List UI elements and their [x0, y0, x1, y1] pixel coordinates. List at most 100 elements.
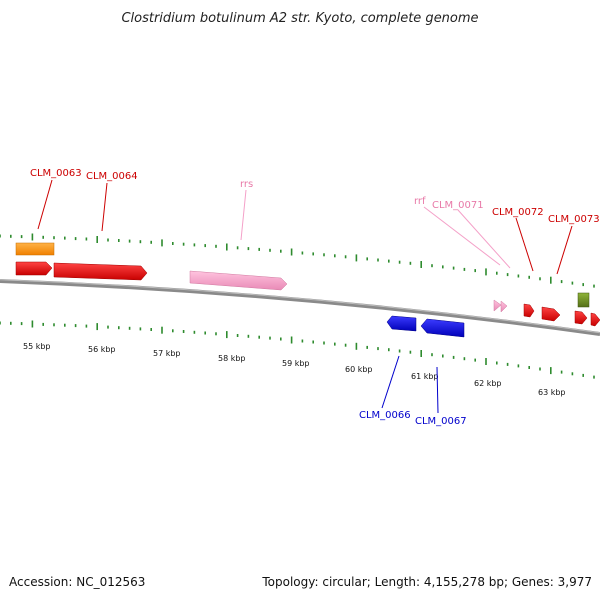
leader-rrs [240, 189, 247, 241]
bottom-dot-41 [442, 354, 444, 358]
bottom-dot-24 [258, 335, 260, 339]
bottom-dot-46 [496, 361, 498, 365]
label-rrf: rrf [414, 196, 426, 207]
top-dot-34 [366, 257, 368, 261]
bottom-dot-26 [280, 337, 282, 341]
bottom-dot-43 [463, 357, 466, 361]
gene-clm-0067[interactable] [420, 318, 465, 338]
top-dot-15 [161, 239, 163, 247]
gene-red-edge-2[interactable] [590, 312, 600, 327]
bottom-dot-34 [366, 345, 368, 349]
bottom-dot-4 [42, 322, 44, 326]
top-dot-39 [420, 261, 422, 268]
label-clm-0067: CLM_0067 [415, 416, 467, 427]
bottom-dot-17 [182, 330, 185, 333]
bottom-dot-39 [420, 350, 422, 357]
label-leaders [37, 179, 573, 414]
top-dot-3 [31, 233, 34, 241]
scale-labels: 55 kbp 56 kbp 57 kbp 58 kbp 59 kbp 60 kb… [23, 342, 566, 397]
gene-clm-0072[interactable] [523, 303, 535, 318]
gene-clm-0071[interactable] [500, 300, 508, 313]
gene-clm-0073[interactable] [541, 306, 561, 322]
bottom-dot-19 [204, 331, 206, 335]
gene-clm-0063[interactable] [15, 261, 53, 276]
top-dot-4 [42, 235, 44, 239]
bottom-dot-37 [398, 349, 401, 353]
bottom-dot-52 [560, 370, 563, 374]
genome-backbone-highlight [0, 279, 600, 334]
bottom-dot-5 [53, 323, 55, 327]
bottom-dot-0 [0, 321, 1, 325]
top-dot-10 [107, 238, 109, 242]
bottom-dot-33 [355, 342, 358, 350]
bottom-dot-12 [128, 326, 131, 330]
bottom-dot-47 [506, 362, 509, 366]
top-dot-30 [323, 253, 325, 257]
top-dot-53 [571, 281, 574, 285]
bottom-dot-40 [431, 353, 433, 357]
gene-rrs[interactable] [189, 270, 288, 291]
gene-orange-feature[interactable] [15, 242, 55, 256]
top-dot-43 [463, 267, 466, 271]
top-dot-12 [128, 239, 131, 243]
bottom-dot-14 [150, 328, 152, 331]
bottom-dot-38 [409, 350, 412, 354]
top-dot-47 [506, 273, 509, 277]
bottom-dot-20 [215, 332, 217, 336]
bottom-dot-54 [582, 373, 584, 377]
top-dot-19 [204, 244, 206, 248]
leader-clm-0063 [37, 179, 53, 230]
top-dot-16 [172, 242, 174, 245]
label-clm-0071: CLM_0071 [432, 200, 484, 211]
top-dot-49 [528, 275, 530, 279]
label-clm-0072: CLM_0072 [492, 207, 544, 218]
top-dot-51 [550, 276, 552, 284]
top-dot-2 [20, 235, 23, 239]
bottom-dot-44 [474, 358, 476, 362]
top-dot-6 [64, 236, 66, 240]
bottom-dot-35 [377, 347, 379, 351]
top-dot-42 [452, 266, 455, 270]
scale-label-63kbp: 63 kbp [538, 388, 566, 397]
top-dot-25 [269, 248, 271, 252]
bottom-dot-21 [226, 331, 228, 339]
top-dot-22 [236, 246, 239, 250]
bottom-dot-9 [96, 323, 98, 331]
bottom-dot-22 [236, 334, 239, 337]
top-dot-35 [377, 258, 379, 262]
top-dot-7 [74, 237, 77, 241]
top-dot-28 [301, 251, 304, 255]
scale-label-60kbp: 60 kbp [345, 365, 373, 374]
top-dot-40 [431, 264, 433, 268]
gene-olive-feature[interactable] [577, 292, 590, 308]
bottom-dot-7 [74, 324, 77, 328]
gene-clm-0066[interactable] [386, 315, 417, 332]
leader-clm-0071 [457, 209, 511, 269]
top-dot-27 [290, 248, 293, 256]
bottom-dot-8 [85, 324, 88, 328]
top-dot-0 [0, 234, 1, 238]
bottom-dot-1 [10, 321, 12, 325]
scale-label-55kbp: 55 kbp [23, 342, 51, 351]
leader-clm-0066 [381, 355, 400, 409]
gene-rrf[interactable] [493, 299, 502, 312]
bottom-dot-13 [139, 327, 142, 331]
top-dot-13 [139, 240, 142, 244]
top-dot-29 [312, 252, 314, 256]
scale-label-57kbp: 57 kbp [153, 349, 181, 358]
bottom-dot-11 [118, 326, 120, 330]
leader-clm-0073 [556, 225, 573, 275]
top-dot-1 [10, 234, 12, 238]
bottom-dot-18 [193, 330, 196, 334]
bottom-dot-2 [20, 322, 23, 326]
genome-backbone [0, 279, 600, 336]
bottom-dot-15 [161, 326, 163, 334]
label-rrs: rrs [240, 179, 253, 190]
bottom-dot-30 [323, 341, 325, 345]
gene-red-edge-1[interactable] [574, 310, 588, 325]
gene-clm-0064[interactable] [53, 262, 148, 281]
bottom-dot-6 [64, 323, 66, 327]
leader-clm-0072 [515, 217, 534, 272]
scale-label-58kbp: 58 kbp [218, 354, 246, 363]
